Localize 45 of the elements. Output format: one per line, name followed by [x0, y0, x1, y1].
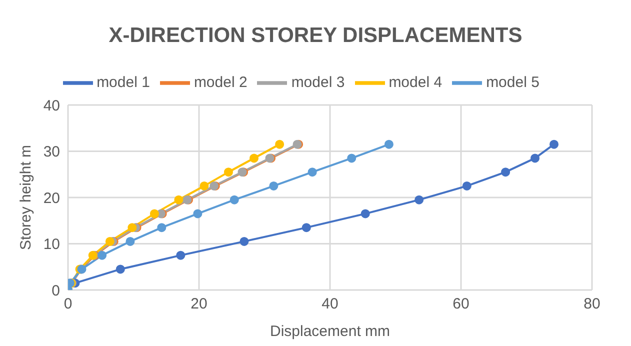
x-tick-label: 0	[64, 296, 72, 313]
y-tick-label: 30	[43, 144, 60, 161]
point	[462, 181, 472, 190]
y-axis-title: Storey height m	[17, 144, 34, 250]
point	[126, 236, 135, 246]
legend-label: model 4	[388, 74, 442, 91]
point	[414, 195, 424, 204]
x-axis-title: Displacement mm	[270, 323, 390, 340]
legend-label: model 5	[486, 74, 540, 91]
legend-label: model 3	[291, 74, 345, 91]
y-tick-label: 0	[52, 282, 60, 300]
chart-title: X-DIRECTION STOREY DISPLACEMENTS	[108, 24, 524, 48]
point	[360, 209, 370, 218]
point	[250, 154, 259, 163]
x-tick-label: 40	[322, 296, 338, 313]
point	[176, 250, 186, 260]
x-tick-label: 60	[452, 296, 470, 313]
point	[308, 168, 317, 177]
y-tick-label: 40	[43, 97, 60, 114]
point	[275, 140, 284, 149]
point	[224, 168, 233, 177]
y-tick-label: 20	[43, 190, 60, 207]
x-tick-label: 20	[190, 296, 208, 313]
point	[550, 140, 559, 149]
point	[347, 154, 356, 163]
point	[240, 236, 249, 246]
point	[384, 140, 394, 149]
x-tick-label: 80	[584, 296, 600, 313]
point	[128, 223, 137, 232]
point	[302, 223, 311, 232]
point	[105, 236, 114, 246]
point	[193, 209, 202, 218]
point	[501, 168, 510, 177]
point	[150, 209, 159, 218]
point	[530, 154, 540, 163]
legend-label: model 1	[96, 74, 150, 91]
point	[200, 181, 209, 190]
point	[174, 195, 184, 204]
point	[157, 223, 166, 232]
point	[98, 250, 107, 260]
y-tick-label: 10	[43, 236, 60, 254]
point	[230, 195, 239, 204]
legend-label: model 2	[194, 74, 248, 91]
point	[116, 264, 125, 274]
point	[269, 181, 278, 190]
